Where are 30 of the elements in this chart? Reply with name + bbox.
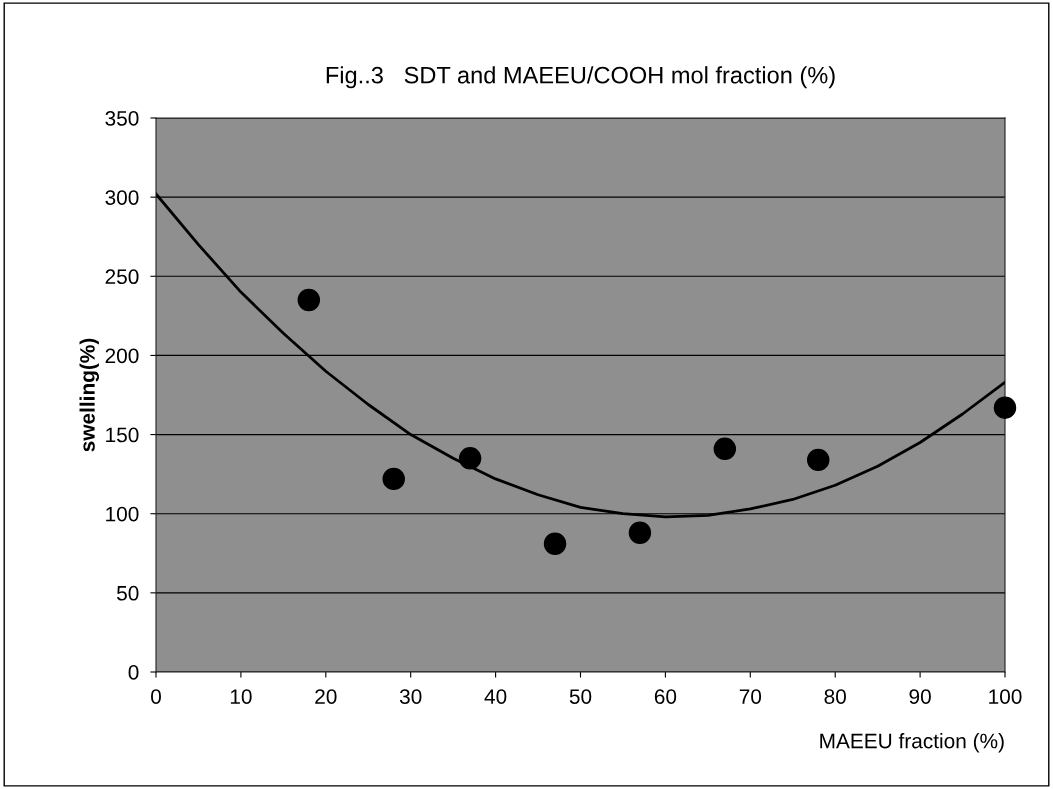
point	[628, 521, 652, 544]
x-axis-title: MAEEU fraction (%)	[820, 733, 1004, 753]
y-tick-label: 0	[128, 665, 139, 680]
point	[993, 396, 1017, 419]
y-tick-label: 350	[105, 111, 139, 126]
x-tick-label: 0	[151, 689, 161, 704]
point	[382, 467, 405, 491]
point	[543, 532, 567, 556]
point	[806, 448, 830, 472]
x-tick-label: 90	[909, 689, 931, 704]
x-tick-label: 20	[315, 689, 337, 704]
x-tick-label: 30	[399, 689, 422, 704]
x-tick-label: 100	[989, 689, 1022, 704]
y-tick-label: 300	[105, 190, 139, 205]
point	[458, 447, 482, 470]
y-tick-label: 250	[105, 269, 139, 285]
y-tick-label: 200	[105, 348, 139, 364]
point	[713, 437, 737, 461]
y-tick-label: 50	[117, 585, 139, 601]
y-axis-title: swelling(%)	[79, 338, 100, 452]
y-tick-label: 100	[106, 506, 139, 522]
x-tick-label: 50	[569, 689, 592, 704]
point	[297, 288, 321, 312]
y-tick-label: 150	[106, 427, 139, 443]
chart-title: Fig..3 SDT and MAEEU/COOH mol fraction (%)	[326, 66, 835, 89]
x-tick-label: 70	[739, 689, 762, 704]
x-tick-label: 10	[230, 689, 252, 704]
x-tick-label: 80	[824, 689, 846, 704]
x-tick-label: 60	[654, 689, 677, 704]
x-tick-label: 40	[484, 689, 507, 704]
